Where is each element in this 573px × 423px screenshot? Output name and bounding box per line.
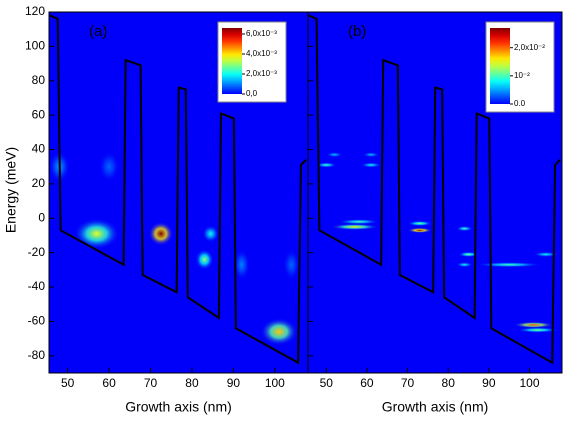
panel-label: (b) bbox=[348, 23, 366, 40]
x-tick-label: 100 bbox=[519, 376, 539, 390]
potential-profile bbox=[49, 14, 307, 365]
colorbar-tick-label: 2,0x10⁻³ bbox=[246, 69, 277, 78]
x-tick-label: 90 bbox=[227, 376, 241, 390]
intensity-spot bbox=[233, 249, 250, 281]
y-tick-label: 0 bbox=[38, 210, 45, 224]
intensity-spot bbox=[456, 262, 473, 268]
heatmap-layer bbox=[49, 14, 307, 365]
y-tick-label: 80 bbox=[32, 73, 46, 87]
intensity-spot bbox=[456, 226, 473, 232]
heatmap-layer bbox=[308, 14, 561, 365]
colorbar-tick-label: 0.0 bbox=[514, 99, 526, 108]
intensity-spot bbox=[98, 151, 120, 183]
intensity-spot bbox=[533, 251, 558, 257]
x-tick-label: 100 bbox=[265, 376, 285, 390]
y-axis-label: Energy (meV) bbox=[3, 147, 19, 233]
y-tick-label: -60 bbox=[28, 314, 46, 328]
intensity-spot bbox=[326, 152, 343, 158]
intensity-spot bbox=[283, 249, 300, 281]
y-tick-label: 40 bbox=[32, 142, 46, 156]
intensity-spot bbox=[316, 162, 337, 168]
x-axis-label: Growth axis (nm) bbox=[125, 399, 232, 415]
intensity-spot bbox=[73, 218, 120, 250]
intensity-spot bbox=[360, 162, 382, 168]
intensity-spot bbox=[338, 219, 380, 225]
x-tick-label: 50 bbox=[61, 376, 75, 390]
y-tick-label: -80 bbox=[28, 348, 46, 362]
intensity-spot bbox=[513, 321, 554, 328]
colorbar-tick-label: 6,0x10⁻³ bbox=[246, 29, 277, 38]
intensity-spot bbox=[330, 223, 380, 230]
intensity-spot bbox=[260, 317, 298, 346]
colorbar bbox=[490, 28, 510, 104]
x-tick-label: 60 bbox=[102, 376, 116, 390]
colorbar-tick-label: 4,0x10⁻³ bbox=[246, 49, 277, 58]
x-tick-label: 60 bbox=[360, 376, 374, 390]
intensity-spot bbox=[517, 327, 558, 333]
x-tick-label: 80 bbox=[185, 376, 199, 390]
x-axis-label: Growth axis (nm) bbox=[382, 399, 489, 415]
y-tick-label: 100 bbox=[25, 39, 45, 53]
colorbar-tick-label: 0,0 bbox=[246, 89, 258, 98]
x-tick-label: 90 bbox=[482, 376, 496, 390]
x-tick-label: 70 bbox=[144, 376, 158, 390]
colorbar bbox=[222, 28, 242, 94]
y-tick-label: 120 bbox=[25, 4, 45, 18]
x-tick-label: 50 bbox=[320, 376, 334, 390]
y-tick-label: -40 bbox=[28, 279, 46, 293]
plot-frame bbox=[307, 11, 563, 374]
intensity-spot bbox=[195, 249, 214, 270]
x-tick-label: 70 bbox=[401, 376, 415, 390]
intensity-spot bbox=[202, 225, 219, 243]
intensity-spot bbox=[362, 152, 380, 158]
panel-label: (a) bbox=[89, 23, 107, 40]
intensity-spot bbox=[407, 220, 432, 227]
intensity-spot bbox=[458, 251, 479, 257]
x-tick-label: 80 bbox=[442, 376, 456, 390]
colorbar-tick-label: 2,0x10⁻² bbox=[514, 43, 545, 52]
intensity-spot bbox=[407, 227, 432, 233]
potential-profile bbox=[308, 14, 561, 365]
colorbar-tick-label: 10⁻² bbox=[514, 71, 530, 80]
intensity-spot bbox=[476, 262, 542, 268]
y-tick-label: 60 bbox=[32, 107, 46, 121]
y-tick-label: -20 bbox=[28, 245, 46, 259]
y-tick-label: 20 bbox=[32, 176, 46, 190]
intensity-spot bbox=[148, 221, 174, 246]
